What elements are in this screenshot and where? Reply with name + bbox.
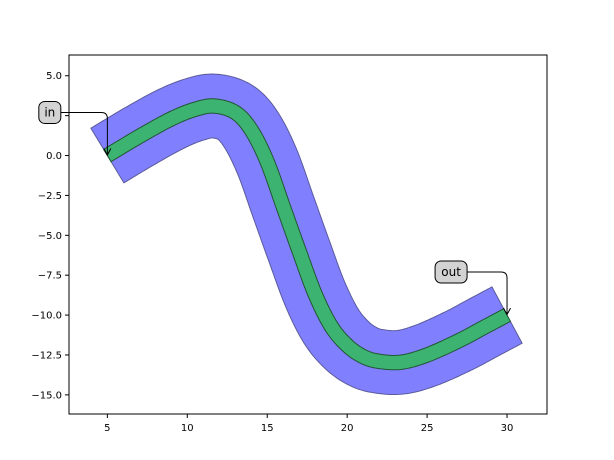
x-tick-label: 15 (261, 423, 274, 434)
y-tick-label: 5.0 (46, 71, 62, 82)
core-region (102, 98, 512, 371)
annotations: in out (38, 100, 511, 316)
y-tick-label: −15.0 (31, 390, 62, 401)
y-tick-label: 0.0 (46, 151, 62, 162)
x-tick-label: 10 (181, 423, 194, 434)
cladding-region (90, 73, 523, 396)
y-tick-label: −7.5 (38, 271, 62, 282)
x-tick-label: 5 (104, 423, 110, 434)
plot-area (90, 73, 523, 396)
annotation-arrowhead (103, 148, 112, 157)
y-tick-label: −5.0 (38, 231, 62, 242)
annotation-box (38, 100, 62, 124)
y-tick-label: −12.5 (31, 350, 62, 361)
annotation-label: in (44, 105, 55, 119)
annotation-box (434, 260, 468, 284)
annotation-connector (467, 271, 508, 315)
y-tick-label: −10.0 (31, 311, 62, 322)
annotation-arrowhead (503, 307, 511, 316)
y-tick-label: −2.5 (38, 191, 62, 202)
x-tick-label: 30 (501, 423, 514, 434)
x-axis: 5 10 15 20 25 30 (104, 414, 513, 434)
x-tick-label: 20 (341, 423, 354, 434)
x-tick-label: 25 (421, 423, 434, 434)
annotation-label: out (441, 265, 461, 279)
axes-frame (68, 54, 548, 415)
annotation-connector (60, 111, 108, 155)
